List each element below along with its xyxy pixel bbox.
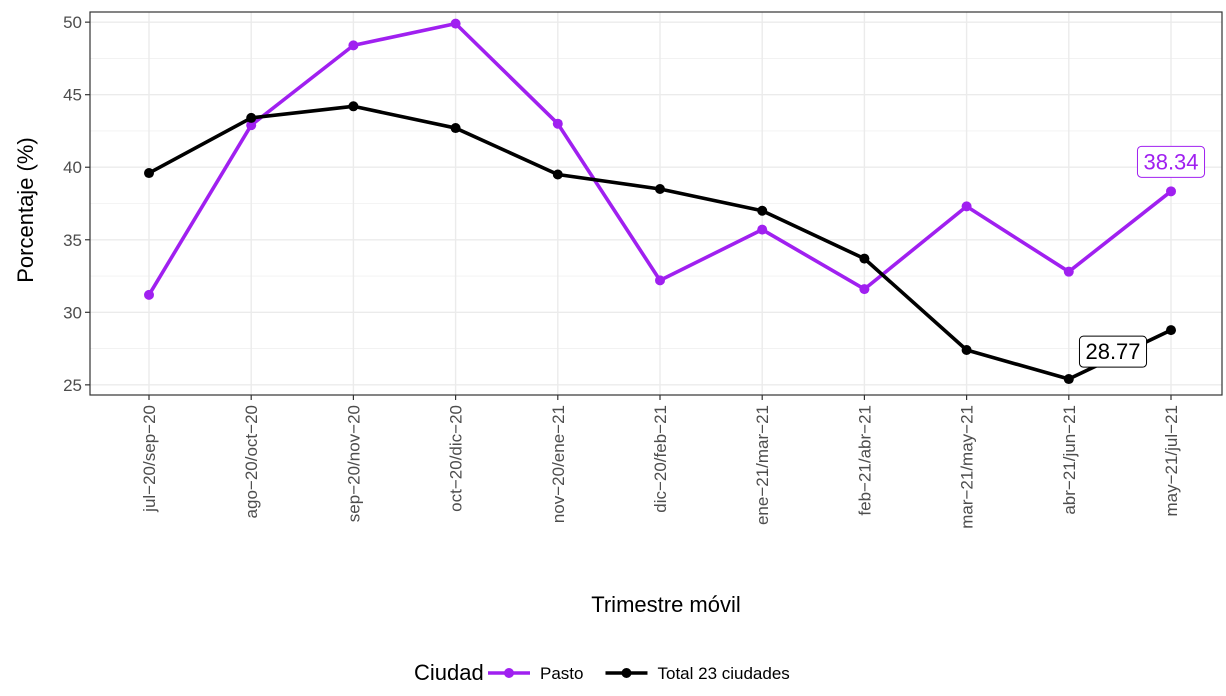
- y-axis-title: Porcentaje (%): [13, 137, 38, 283]
- data-point: [961, 201, 972, 212]
- data-point: [1166, 186, 1176, 197]
- data-point: [1166, 325, 1176, 336]
- x-tick-label: feb−21/abr−21: [855, 405, 874, 516]
- data-point: [246, 120, 257, 131]
- x-tick-label: oct−20/dic−20: [447, 405, 466, 512]
- data-point: [859, 284, 870, 295]
- end-label-box: [1078, 335, 1148, 368]
- x-tick-label: jul−20/sep−20: [140, 405, 159, 513]
- legend-item: Total 23 ciudades: [605, 664, 790, 683]
- data-point: [552, 169, 563, 180]
- x-axis-title: Trimestre móvil: [591, 592, 741, 617]
- y-tick-label: 40: [63, 158, 82, 177]
- end-label-text: 28.77: [1085, 339, 1140, 364]
- series-lines: [144, 18, 1176, 385]
- legend: Ciudad Pasto Total 23 ciudades: [414, 660, 790, 685]
- data-point: [757, 224, 768, 235]
- end-label-box: [1136, 145, 1206, 178]
- x-tick-label: ene−21/mar−21: [753, 405, 772, 525]
- legend-marker: [621, 668, 632, 678]
- data-point: [859, 253, 870, 264]
- axes: 25 30 35 40 45 50 jul−20/sep−20 ago−20/oct−20 se…: [63, 13, 1181, 529]
- data-point: [655, 183, 665, 194]
- end-label: 28.77: [1078, 335, 1148, 368]
- y-tick-label: 50: [63, 13, 82, 32]
- legend-label: Pasto: [540, 664, 583, 683]
- x-tick-label: sep−20/nov−20: [344, 405, 363, 522]
- x-tick-label: dic−20/feb−21: [651, 405, 670, 513]
- y-tick-label: 30: [63, 303, 82, 322]
- data-point: [961, 345, 972, 356]
- x-tick-label: mar−21/may−21: [958, 405, 977, 529]
- data-point: [246, 112, 257, 123]
- legend-label: Total 23 ciudades: [657, 664, 789, 683]
- x-tick-label: ago−20/oct−20: [242, 405, 261, 518]
- data-point: [144, 289, 154, 300]
- y-tick-label: 35: [63, 231, 82, 250]
- data-point: [450, 123, 461, 134]
- data-point: [348, 40, 359, 51]
- panel-border: [89, 11, 1223, 396]
- end-value-labels: 38.34 28.77: [1078, 145, 1206, 368]
- y-tick-label: 45: [63, 86, 82, 105]
- x-tick-label: may−21/jul−21: [1162, 405, 1181, 517]
- grid-lines: [90, 12, 1222, 395]
- data-point: [348, 101, 359, 112]
- legend-marker: [504, 668, 514, 678]
- x-tick-label: nov−20/ene−21: [549, 405, 568, 523]
- legend-item: Pasto: [488, 664, 583, 683]
- end-label: 38.34: [1136, 145, 1206, 178]
- data-point: [655, 275, 665, 286]
- end-label-text: 38.34: [1143, 149, 1198, 174]
- y-tick-label: 25: [63, 376, 82, 395]
- legend-title: Ciudad: [414, 660, 484, 685]
- x-tick-label: abr−21/jun−21: [1060, 405, 1079, 515]
- data-point: [1063, 374, 1074, 385]
- data-point: [1063, 266, 1074, 277]
- data-point: [144, 168, 154, 179]
- data-point: [450, 18, 461, 29]
- data-point: [757, 205, 768, 216]
- data-point: [552, 118, 563, 129]
